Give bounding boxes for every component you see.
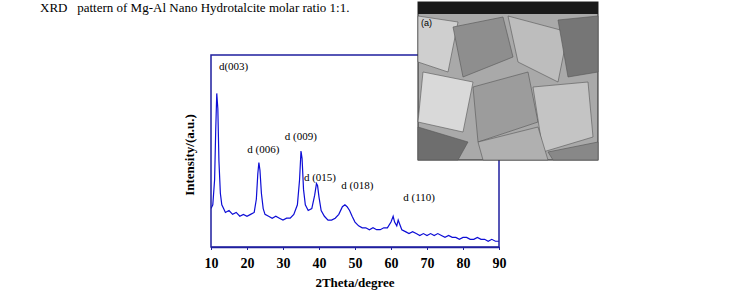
x-tick-label: 70 bbox=[421, 256, 435, 271]
x-tick-mark bbox=[247, 247, 248, 250]
x-tick-mark bbox=[391, 247, 392, 250]
x-tick-label: 40 bbox=[313, 256, 327, 271]
x-tick: 50 bbox=[349, 247, 363, 271]
x-tick-mark bbox=[355, 247, 356, 250]
sem-inset: (a) bbox=[418, 2, 598, 160]
y-axis-title: Intensity/(a.u.) bbox=[182, 114, 197, 196]
inset-flake bbox=[418, 72, 473, 132]
inset-header bbox=[418, 2, 598, 14]
inset-flake bbox=[548, 142, 598, 160]
x-tick-label: 50 bbox=[349, 256, 363, 271]
x-tick: 90 bbox=[493, 247, 507, 271]
inset-flake bbox=[418, 127, 468, 160]
x-tick: 40 bbox=[313, 247, 327, 271]
inset-background bbox=[418, 2, 598, 160]
x-tick-mark bbox=[211, 247, 212, 250]
x-tick: 80 bbox=[457, 247, 471, 271]
inset-flake bbox=[453, 17, 513, 77]
inset-label: (a) bbox=[421, 18, 432, 28]
x-tick-mark bbox=[463, 247, 464, 250]
x-tick-mark bbox=[499, 247, 500, 250]
x-tick: 70 bbox=[421, 247, 435, 271]
peak-label: d (018) bbox=[341, 179, 373, 192]
peak-label: d (110) bbox=[403, 191, 435, 204]
x-tick: 20 bbox=[241, 247, 255, 271]
x-tick-mark bbox=[283, 247, 284, 250]
x-tick: 10 bbox=[205, 247, 219, 271]
inset-flake bbox=[418, 16, 458, 72]
title: XRD pattern of Mg-Al Nano Hydrotalcite m… bbox=[40, 0, 349, 15]
x-tick: 60 bbox=[385, 247, 399, 271]
x-tick-label: 60 bbox=[385, 256, 399, 271]
peak-label: d (006) bbox=[247, 143, 279, 156]
x-axis-title: 2Theta/degree bbox=[315, 275, 394, 290]
x-axis: 10 20 30 40 50 60 70 80 90 bbox=[205, 247, 507, 271]
x-tick-label: 80 bbox=[457, 256, 471, 271]
plot-frame bbox=[211, 55, 499, 247]
x-tick-mark bbox=[319, 247, 320, 250]
peak-label: d (015) bbox=[304, 171, 336, 184]
x-tick-label: 10 bbox=[205, 256, 219, 271]
x-tick-label: 90 bbox=[493, 256, 507, 271]
chart: XRD pattern of Mg-Al Nano Hydrotalcite m… bbox=[0, 0, 737, 295]
peak-label: d (009) bbox=[285, 130, 317, 143]
peak-label: d(003) bbox=[219, 60, 249, 73]
inset-flake bbox=[558, 16, 598, 77]
x-tick-mark bbox=[427, 247, 428, 250]
inset-flake bbox=[478, 127, 548, 160]
x-tick-label: 30 bbox=[277, 256, 291, 271]
x-tick: 30 bbox=[277, 247, 291, 271]
x-tick-label: 20 bbox=[241, 256, 255, 271]
